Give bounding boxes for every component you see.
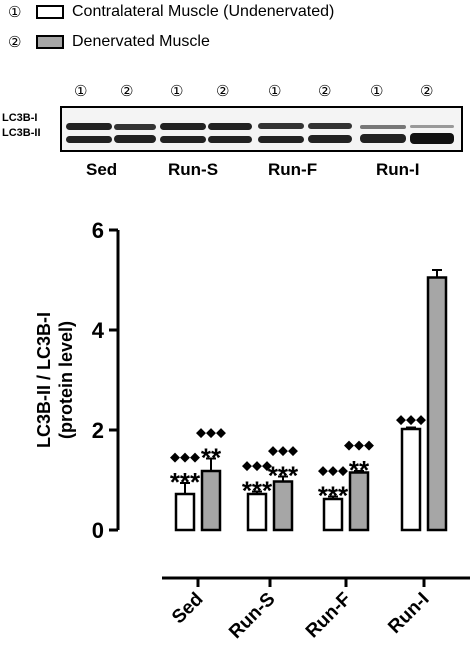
legend-label: Denervated Muscle	[72, 33, 210, 50]
blot-band	[360, 125, 406, 129]
lane-marker: ②	[216, 82, 230, 100]
x-tick-label: Run-F	[302, 589, 356, 643]
legend-marker: ①	[8, 3, 22, 21]
significance-diamonds: ◆◆◆	[396, 413, 426, 428]
band-label-lc3b-i: LC3B-I	[2, 112, 38, 124]
band-label-lc3b-ii: LC3B-II	[2, 127, 41, 139]
blot-band	[114, 124, 156, 130]
blot-image	[60, 106, 463, 152]
significance-diamonds: ◆◆◆	[268, 444, 298, 459]
significance-diamonds: ◆◆◆	[318, 464, 348, 479]
y-tick-label: 4	[92, 318, 105, 343]
significance-diamonds: ◆◆◆	[170, 450, 200, 465]
lane-marker: ①	[74, 82, 88, 100]
legend-swatch-white	[36, 5, 64, 19]
y-axis-label: LC3B-II / LC3B-I	[34, 312, 54, 448]
significance-stars: ***	[170, 467, 201, 497]
y-tick-label: 2	[92, 418, 104, 443]
significance-stars: ***	[318, 481, 349, 511]
blot-band	[258, 136, 304, 143]
legend-item-denervated: ② Denervated Muscle	[8, 33, 210, 51]
legend: ① Contralateral Muscle (Undenervated) ② …	[0, 0, 470, 60]
lane-marker: ②	[420, 82, 434, 100]
blot-band	[66, 123, 112, 130]
blot-band	[308, 123, 352, 129]
legend-swatch-gray	[36, 35, 64, 49]
blot-band	[114, 135, 156, 143]
blot-group-label: Run-I	[376, 160, 420, 179]
legend-item-contralateral: ① Contralateral Muscle (Undenervated)	[8, 3, 334, 21]
bar	[174, 492, 196, 532]
x-tick-label: Run-I	[384, 589, 433, 638]
blot-group-label: Run-S	[168, 160, 219, 179]
significance-stars: **	[349, 455, 370, 485]
blot-band	[208, 123, 252, 130]
significance-stars: ***	[242, 476, 273, 506]
blot-group-label: Run-F	[268, 160, 318, 179]
y-tick-label: 6	[92, 218, 104, 243]
legend-marker: ②	[8, 33, 22, 51]
western-blot: ① ② ① ② ① ② ① ② LC3B-I LC3B-II Sed Run-S…	[0, 82, 470, 192]
bar-chart: 0 2 4 6 LC3B-II / LC3B-I (protein level) Sed **…	[34, 218, 470, 643]
x-tick-label: Sed	[168, 589, 207, 628]
significance-stars: ***	[268, 461, 299, 491]
legend-label: Contralateral Muscle (Undenervated)	[72, 3, 335, 20]
bar	[426, 276, 448, 532]
blot-group-label: Sed	[86, 160, 118, 179]
lane-marker: ②	[120, 82, 134, 100]
lane-marker: ②	[318, 82, 332, 100]
blot-band	[160, 123, 206, 130]
significance-diamonds: ◆◆◆	[196, 426, 226, 441]
y-tick-label: 0	[92, 518, 104, 543]
lane-marker: ①	[268, 82, 282, 100]
blot-band	[308, 135, 352, 143]
blot-band	[410, 125, 454, 128]
bar	[400, 427, 422, 532]
lane-marker: ①	[170, 82, 184, 100]
y-axis-label: (protein level)	[56, 321, 76, 439]
x-tick-label: Run-S	[225, 589, 279, 643]
blot-band	[410, 133, 454, 144]
bar	[200, 469, 222, 532]
lane-marker: ①	[370, 82, 384, 100]
blot-band	[208, 136, 252, 143]
significance-diamonds: ◆◆◆	[344, 438, 374, 453]
significance-diamonds: ◆◆◆	[242, 459, 272, 474]
blot-band	[258, 123, 304, 129]
blot-band	[160, 136, 206, 143]
significance-stars: **	[201, 443, 222, 473]
blot-band	[66, 136, 112, 143]
blot-band	[360, 134, 406, 143]
